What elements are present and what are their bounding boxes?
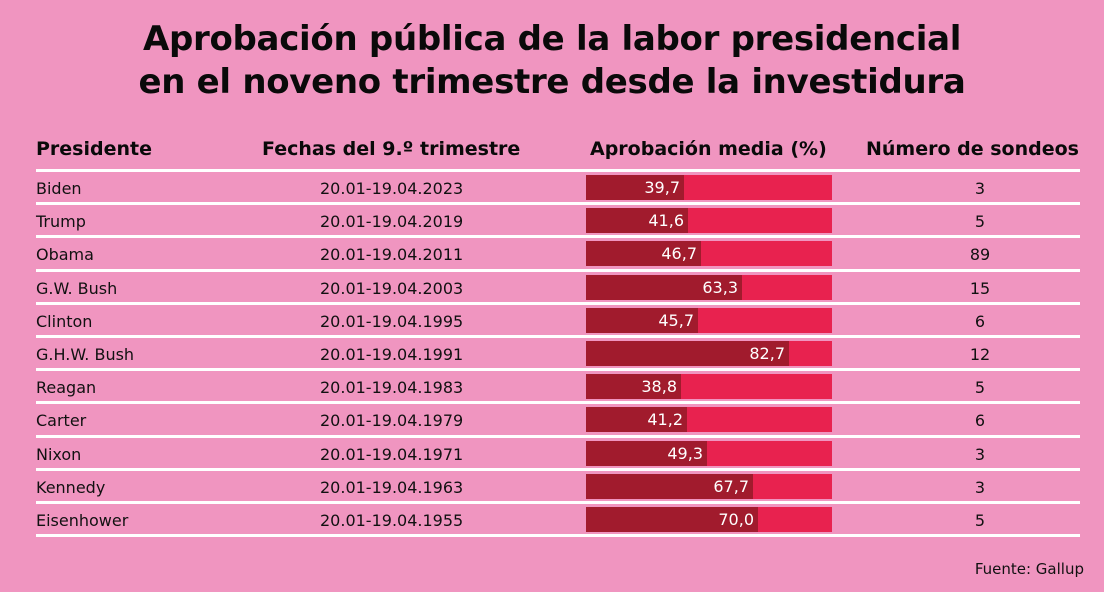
- president-name: Trump: [36, 212, 86, 232]
- table-row: Obama 20.01-19.04.2011 46,7 89: [0, 238, 1104, 271]
- table-row: Eisenhower 20.01-19.04.1955 70,0 5: [0, 504, 1104, 537]
- approval-bar-track: 82,7: [586, 341, 832, 366]
- approval-value-label: 82,7: [749, 344, 785, 363]
- poll-count: 3: [974, 444, 986, 464]
- poll-count: 6: [974, 411, 986, 431]
- approval-bar-track: 45,7: [586, 307, 832, 333]
- quarter-dates: 20.01-19.04.1991: [320, 345, 464, 364]
- president-name: Biden: [36, 179, 82, 198]
- approval-bar: 49,3: [586, 440, 707, 466]
- quarter-dates: 20.01-19.04.1963: [320, 477, 464, 497]
- poll-count: 3: [974, 477, 986, 497]
- approval-value-label: 41,2: [647, 410, 683, 430]
- row-divider: [36, 202, 1080, 205]
- approval-bar: 41,6: [586, 208, 688, 234]
- approval-bar-track: 38,8: [586, 374, 832, 400]
- table-row: Reagan 20.01-19.04.1983 38,8 5: [0, 371, 1104, 404]
- quarter-dates: 20.01-19.04.2023: [320, 179, 464, 198]
- table-row: Kennedy 20.01-19.04.1963 67,7 3: [0, 471, 1104, 504]
- poll-count: 12: [969, 345, 991, 364]
- approval-value-label: 45,7: [658, 310, 694, 330]
- table-row: Clinton 20.01-19.04.1995 45,7 6: [0, 305, 1104, 338]
- quarter-dates: 20.01-19.04.1995: [320, 311, 464, 331]
- poll-count: 6: [974, 311, 986, 331]
- chart-title: Aprobación pública de la labor presidenc…: [0, 18, 1104, 104]
- approval-bar-track: 70,0: [586, 507, 832, 532]
- column-header-president: Presidente: [36, 138, 152, 160]
- approval-bar-track: 49,3: [586, 440, 832, 466]
- quarter-dates: 20.01-19.04.2003: [320, 278, 464, 298]
- row-divider: [36, 368, 1080, 371]
- row-divider: [36, 269, 1080, 272]
- column-header-polls: Número de sondeos: [866, 138, 1079, 160]
- quarter-dates: 20.01-19.04.2019: [320, 212, 464, 232]
- approval-value-label: 41,6: [648, 211, 684, 231]
- approval-bar: 39,7: [586, 175, 684, 200]
- row-divider: [36, 335, 1080, 338]
- chart-title-line-2: en el noveno trimestre desde la investid…: [138, 62, 966, 102]
- approval-bar-track: 39,7: [586, 175, 832, 200]
- row-divider: [36, 235, 1080, 238]
- poll-count: 5: [974, 511, 986, 530]
- row-divider: [36, 401, 1080, 404]
- poll-count: 89: [969, 245, 991, 265]
- approval-bar: 45,7: [586, 307, 698, 333]
- approval-value-label: 46,7: [661, 244, 697, 264]
- president-name: Kennedy: [36, 477, 106, 497]
- approval-bar-track: 67,7: [586, 473, 832, 499]
- poll-count: 5: [974, 212, 986, 232]
- quarter-dates: 20.01-19.04.2011: [320, 245, 464, 265]
- approval-bar: 38,8: [586, 374, 681, 400]
- president-name: G.W. Bush: [36, 278, 118, 298]
- row-divider: [36, 534, 1080, 537]
- approval-bar: 63,3: [586, 274, 742, 300]
- row-divider: [36, 501, 1080, 504]
- president-name: Eisenhower: [36, 511, 129, 530]
- table-row: G.H.W. Bush 20.01-19.04.1991 82,7 12: [0, 338, 1104, 371]
- poll-count: 15: [969, 278, 991, 298]
- approval-value-label: 63,3: [702, 277, 738, 297]
- approval-bar: 46,7: [586, 241, 701, 267]
- approval-bar-track: 41,6: [586, 208, 832, 234]
- table-row: Nixon 20.01-19.04.1971 49,3 3: [0, 438, 1104, 471]
- president-name: Obama: [36, 245, 94, 265]
- row-divider: [36, 435, 1080, 438]
- quarter-dates: 20.01-19.04.1971: [320, 444, 464, 464]
- chart-title-line-1: Aprobación pública de la labor presidenc…: [142, 19, 962, 59]
- president-name: Nixon: [36, 444, 82, 464]
- approval-bar: 70,0: [586, 507, 758, 532]
- quarter-dates: 20.01-19.04.1983: [320, 378, 464, 398]
- approval-bar-track: 41,2: [586, 407, 832, 433]
- quarter-dates: 20.01-19.04.1955: [320, 511, 464, 530]
- approval-bar-track: 63,3: [586, 274, 832, 300]
- table-row: Carter 20.01-19.04.1979 41,2 6: [0, 404, 1104, 437]
- approval-value-label: 38,8: [641, 377, 677, 397]
- approval-bar: 67,7: [586, 473, 753, 499]
- source-note: Fuente: Gallup: [974, 560, 1084, 578]
- column-header-dates: Fechas del 9.º trimestre: [262, 138, 521, 160]
- president-name: Reagan: [36, 378, 97, 398]
- approval-value-label: 67,7: [713, 476, 749, 496]
- quarter-dates: 20.01-19.04.1979: [320, 411, 464, 431]
- approval-bar: 82,7: [586, 341, 789, 366]
- president-name: Carter: [36, 411, 87, 431]
- approval-bar-track: 46,7: [586, 241, 832, 267]
- column-header-approval: Aprobación media (%): [590, 138, 827, 160]
- approval-value-label: 70,0: [718, 510, 754, 529]
- table-row: G.W. Bush 20.01-19.04.2003 63,3 15: [0, 272, 1104, 305]
- poll-count: 5: [974, 378, 986, 398]
- approval-value-label: 39,7: [644, 178, 680, 197]
- row-divider: [36, 302, 1080, 305]
- table-row: Trump 20.01-19.04.2019 41,6 5: [0, 205, 1104, 238]
- approval-value-label: 49,3: [667, 443, 703, 463]
- president-name: Clinton: [36, 311, 93, 331]
- president-name: G.H.W. Bush: [36, 345, 135, 364]
- approval-bar: 41,2: [586, 407, 687, 433]
- row-divider: [36, 468, 1080, 471]
- row-divider: [36, 169, 1080, 172]
- table-row: Biden 20.01-19.04.2023 39,7 3: [0, 172, 1104, 205]
- poll-count: 3: [974, 179, 986, 198]
